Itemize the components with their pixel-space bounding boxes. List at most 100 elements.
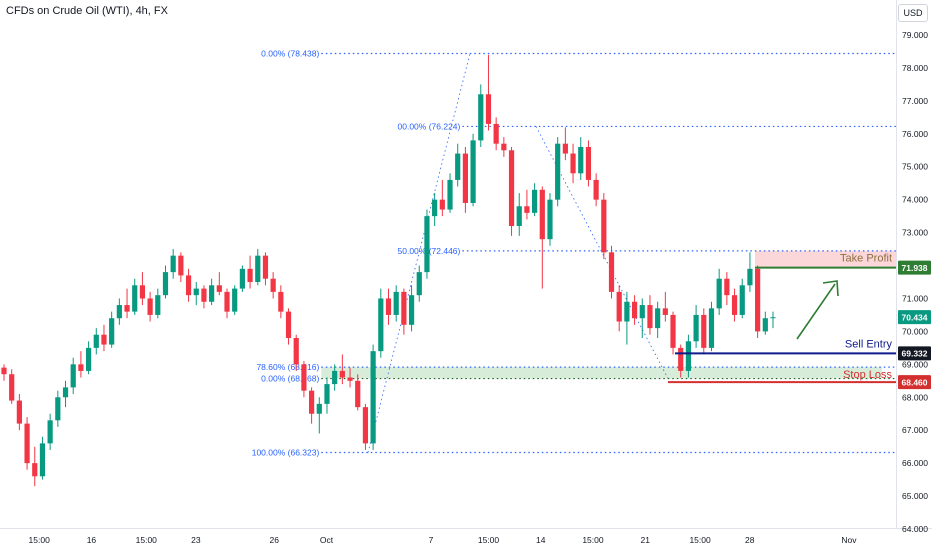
currency-selector[interactable]: USD: [898, 4, 928, 22]
candle-body: [93, 334, 99, 348]
price-tick-label: 64.000: [902, 524, 928, 534]
sell-entry-label: Sell Entry: [845, 338, 893, 350]
candle-body: [178, 255, 184, 276]
candle-body: [547, 199, 553, 240]
candle-body: [539, 189, 545, 240]
fib-label: 100.00% (66.323): [252, 447, 320, 457]
candle-body: [339, 370, 345, 378]
candle-body: [478, 94, 484, 141]
candle-body: [301, 364, 307, 391]
candle-body: [678, 347, 684, 371]
candle-body: [655, 308, 661, 329]
candle-body: [762, 318, 768, 332]
candle-body: [270, 278, 276, 292]
candle-body: [747, 268, 753, 286]
candle-body: [393, 291, 399, 315]
time-tick-label: 15:00: [689, 535, 711, 545]
fib-zone: [321, 367, 882, 379]
candle-body: [485, 94, 492, 124]
candle-body: [670, 314, 676, 348]
candle-body: [55, 397, 61, 421]
candle-body: [201, 288, 207, 302]
candle-body: [62, 387, 69, 398]
candle-body: [562, 143, 568, 154]
candle-body: [716, 278, 722, 309]
price-tick-label: 75.000: [902, 162, 928, 172]
candle-body: [116, 305, 122, 319]
candle-body: [593, 179, 599, 200]
candle-body: [147, 298, 153, 315]
target-arrow-icon: [796, 283, 836, 340]
candle-body: [78, 364, 84, 371]
price-label-badge: [898, 346, 931, 361]
candle-body: [32, 463, 38, 477]
candle-body: [524, 206, 530, 213]
annotations-layer: Take Profit Sell Entry Stop Loss: [668, 253, 896, 384]
arrow-head-icon: [822, 280, 839, 297]
candle-body: [631, 301, 638, 319]
stop-loss-label: Stop Loss: [843, 369, 892, 381]
candle-body: [1, 367, 7, 375]
candle-body: [455, 153, 461, 180]
candle-body: [770, 317, 776, 319]
take-profit-zone: [755, 250, 896, 268]
candle-body: [109, 318, 115, 345]
candle-body: [370, 351, 376, 444]
time-tick-label: 16: [87, 535, 97, 545]
candle-body: [608, 252, 615, 292]
price-tick-label: 68.000: [902, 392, 928, 402]
price-tick-label: 67.000: [902, 425, 928, 435]
candle-body: [555, 143, 561, 200]
time-axis[interactable]: 15:00 16 15:00 23 26 Oct 7 15:00 14 15:00 21 15:00 2…: [29, 535, 858, 545]
candle-body: [16, 400, 22, 424]
candle-body: [639, 305, 645, 319]
candle-body: [278, 291, 284, 312]
candles-layer: [1, 54, 776, 487]
candle-body: [224, 291, 230, 312]
candle-body: [601, 199, 607, 253]
candle-body: [209, 285, 215, 302]
candle-body: [724, 278, 730, 296]
candle-body: [124, 305, 130, 312]
price-tick-label: 73.000: [902, 228, 928, 238]
price-tick-label: 74.000: [902, 195, 928, 205]
candle-body: [162, 272, 169, 296]
candle-body: [685, 341, 692, 371]
fib-label: 0.00% (78.438): [261, 49, 319, 59]
candle-body: [424, 216, 430, 273]
price-tick-label: 66.000: [902, 458, 928, 468]
candle-body: [578, 146, 584, 174]
candle-body: [385, 298, 392, 315]
time-tick-label: 15:00: [582, 535, 604, 545]
axis-frame: [0, 0, 932, 529]
candle-body: [85, 347, 92, 371]
candle-body: [285, 311, 292, 338]
candle-body: [532, 189, 538, 213]
candle-body: [262, 255, 269, 279]
candle-body: [24, 423, 30, 464]
candle-body: [216, 285, 222, 292]
time-tick-label: Oct: [320, 535, 334, 545]
price-label-text: 69.332: [902, 349, 928, 359]
price-label-text: 71.938: [902, 263, 928, 273]
time-tick-label: Nov: [841, 535, 857, 545]
time-tick-label: 14: [536, 535, 546, 545]
fib-label: 0.00% (68.568): [261, 374, 319, 384]
candle-body: [155, 295, 161, 315]
price-label-text: 70.434: [902, 312, 928, 322]
fib-trend-line: [367, 53, 471, 453]
candle-body: [309, 390, 315, 414]
price-tick-label: 79.000: [902, 30, 928, 40]
time-tick-label: 26: [270, 535, 280, 545]
candle-body: [439, 199, 445, 210]
candle-body: [616, 291, 622, 322]
price-axis[interactable]: 79.000 78.000 77.000 76.000 75.000 74.000 73.0…: [902, 30, 928, 534]
time-tick-label: 15:00: [478, 535, 500, 545]
price-tick-label: 69.000: [902, 359, 928, 369]
candle-body: [362, 407, 369, 444]
candle-body: [755, 268, 761, 332]
price-label-badge: [898, 260, 931, 275]
chart-title: CFDs on Crude Oil (WTI), 4h, FX: [6, 5, 168, 17]
candle-body: [47, 420, 53, 444]
